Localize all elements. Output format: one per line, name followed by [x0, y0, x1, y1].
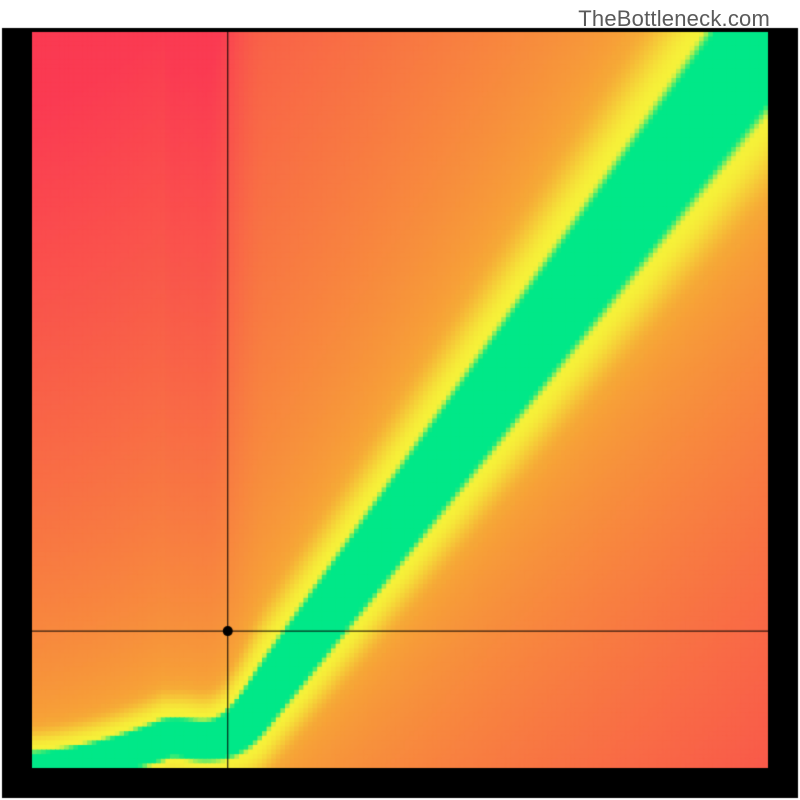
watermark-text: TheBottleneck.com	[578, 6, 770, 32]
chart-container: TheBottleneck.com	[0, 0, 800, 800]
heatmap-canvas	[0, 0, 800, 800]
